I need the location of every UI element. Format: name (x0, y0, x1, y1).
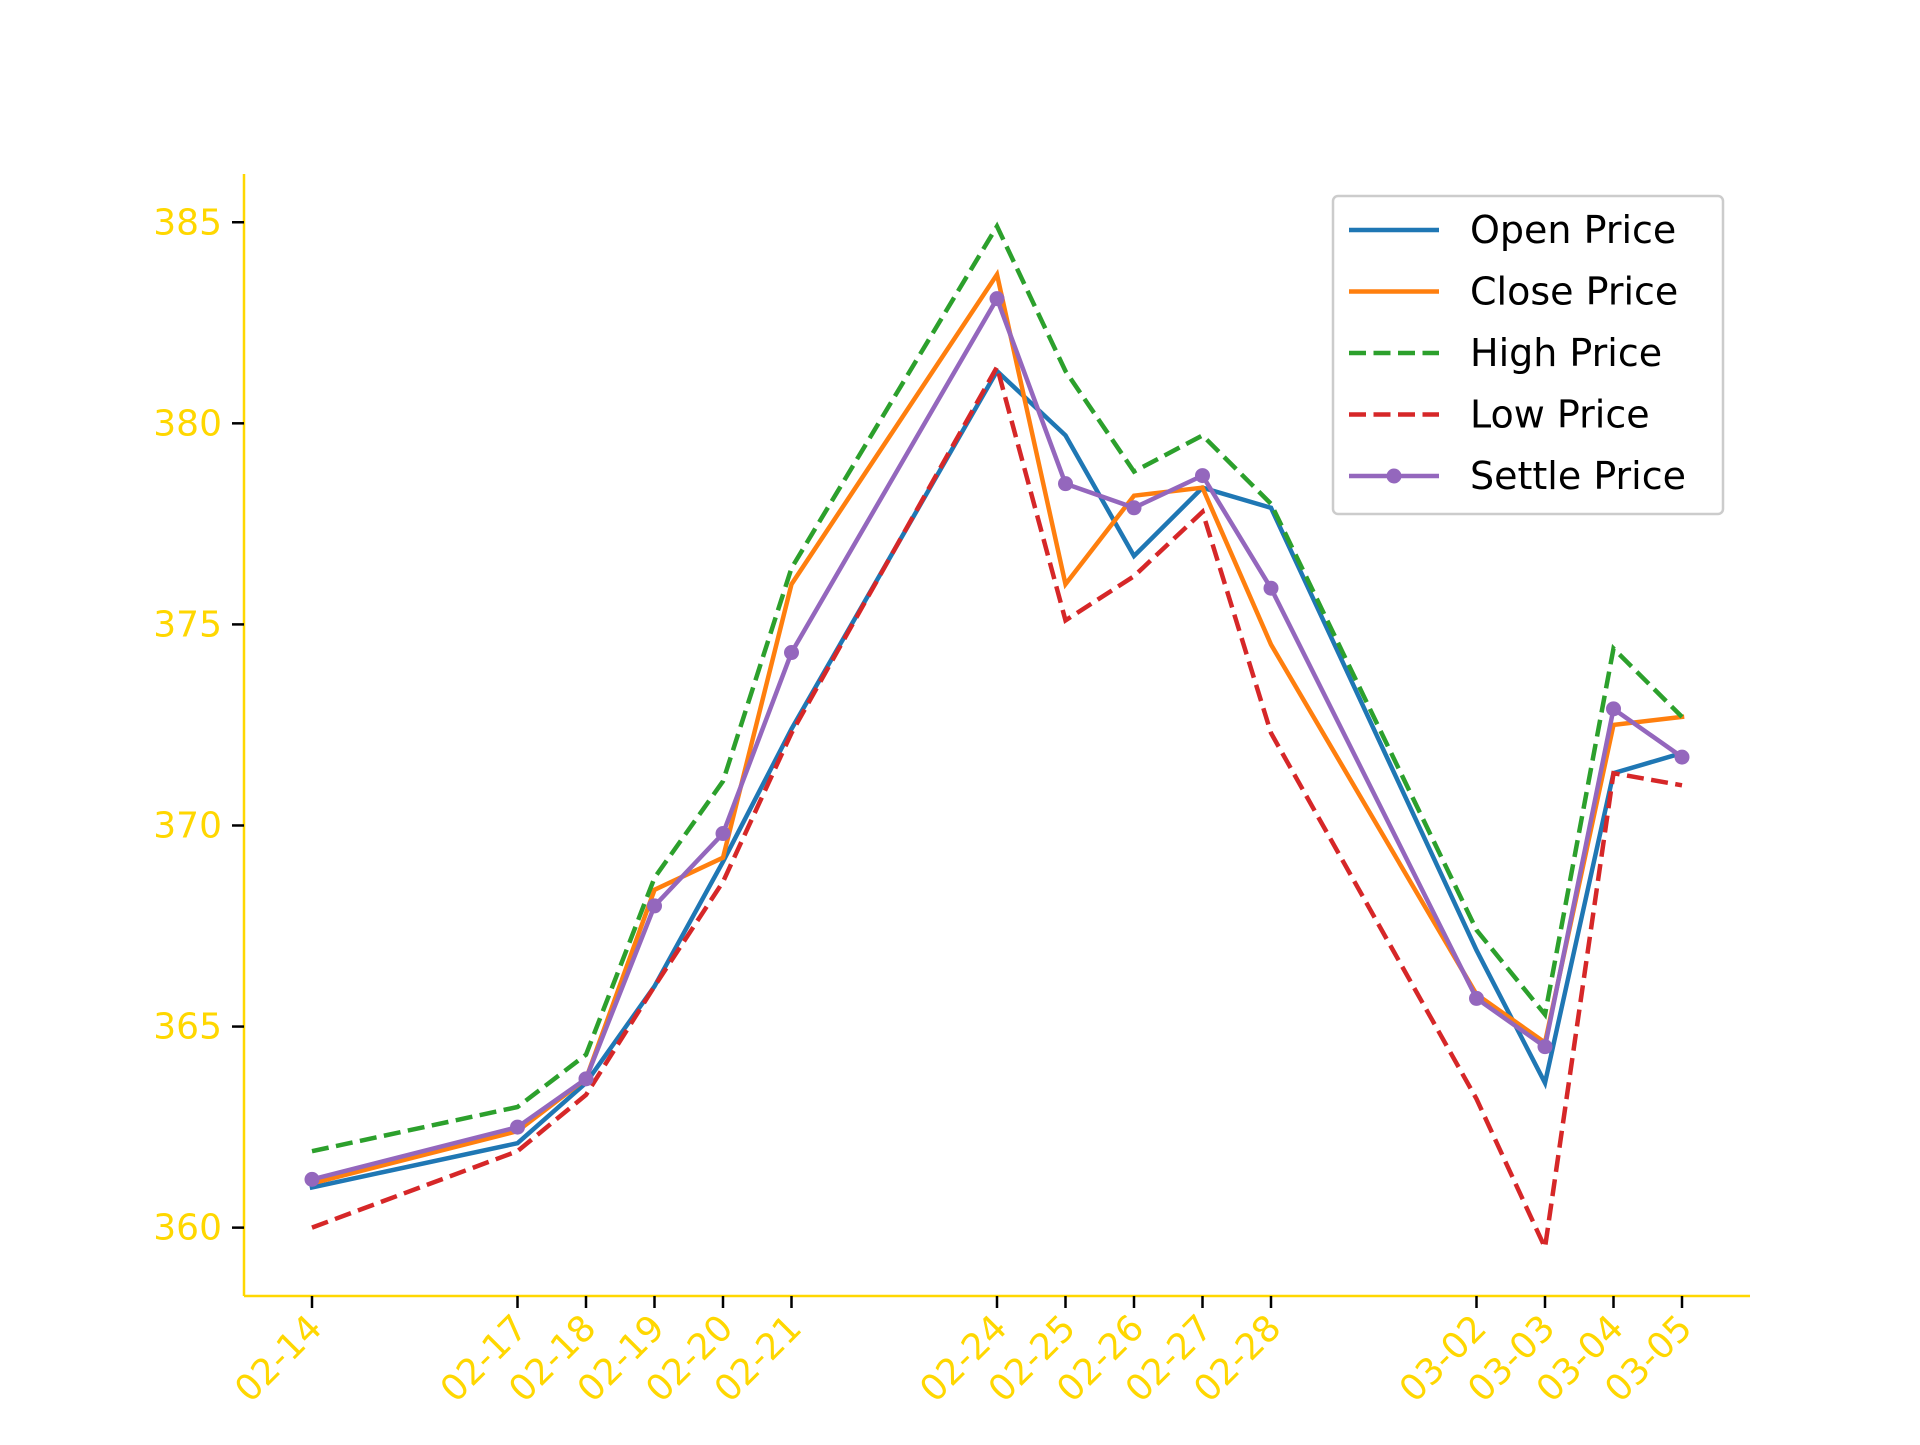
y-tick-label: 360 (153, 1208, 222, 1249)
legend-label: High Price (1470, 331, 1662, 375)
series-point (304, 1171, 320, 1187)
series-point (647, 898, 662, 914)
legend-label: Close Price (1470, 270, 1678, 314)
series-point (1606, 701, 1621, 717)
series-point (1126, 500, 1142, 516)
series-line-open-price (309, 367, 1685, 1191)
y-tick-label: 385 (153, 202, 222, 243)
y-tick-label: 365 (153, 1007, 222, 1048)
series-point (1058, 476, 1073, 492)
series-line-low-price (311, 361, 1683, 1256)
series-point (989, 291, 1005, 307)
series-point (578, 1071, 594, 1087)
series-point (784, 645, 799, 661)
series-point (1195, 468, 1210, 484)
legend: Open Price Close Price High Price Low Price… (1331, 194, 1725, 516)
legend-label: Low Price (1470, 393, 1650, 437)
legend-swatch-marker (1386, 468, 1402, 484)
plot-area (304, 221, 1690, 1256)
y-tick-label: 380 (153, 403, 222, 444)
legend-label: Open Price (1470, 208, 1676, 252)
x-tick-label: 02-14 (227, 1307, 330, 1410)
legend-label: Settle Price (1470, 454, 1686, 498)
y-tick-label: 375 (153, 604, 222, 645)
series-point (1537, 1039, 1553, 1055)
series-point (510, 1119, 525, 1135)
legend-box (1331, 194, 1725, 516)
series-point (1674, 749, 1690, 765)
series-point (715, 826, 731, 842)
series-line-high-price (311, 221, 1684, 1154)
series-point (1469, 990, 1484, 1006)
series-point (1263, 580, 1279, 596)
y-tick-label: 370 (153, 805, 222, 846)
